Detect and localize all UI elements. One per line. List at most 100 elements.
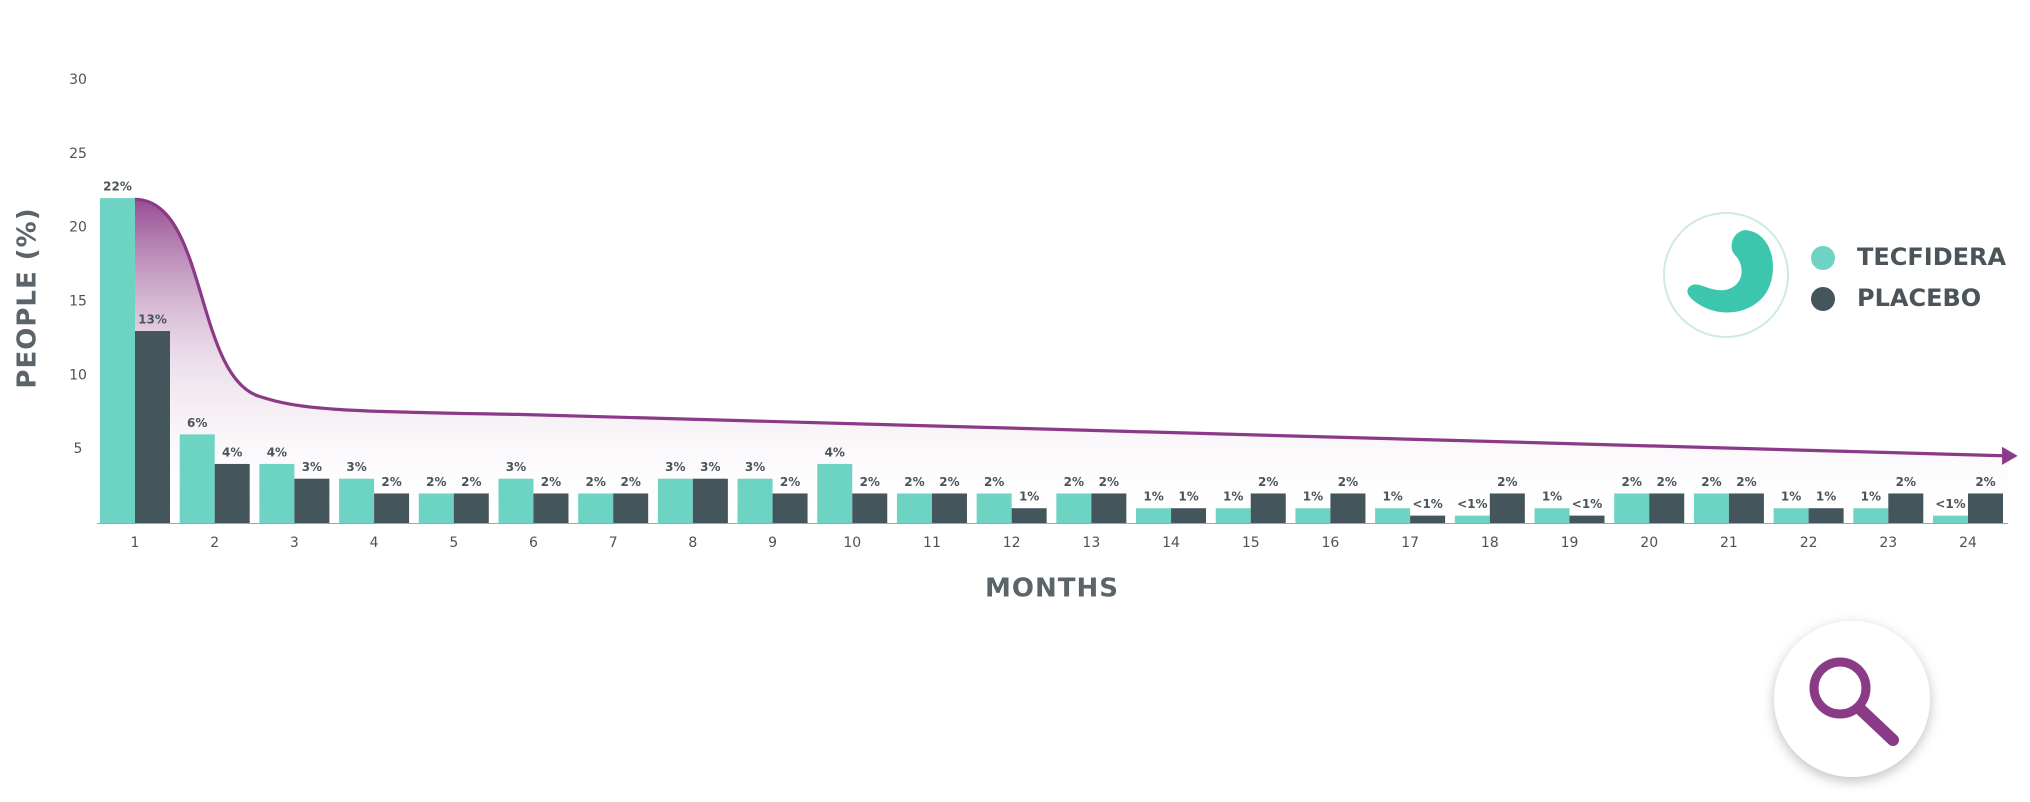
bar [259,463,295,523]
bar [1410,515,1446,523]
bar [294,478,330,523]
bar [1569,515,1605,523]
bar [1375,508,1411,523]
x-tick-label: 1 [131,535,140,551]
value-label: 13% [138,313,167,327]
value-label: 2% [939,475,959,489]
x-tick-label: 13 [1082,535,1100,551]
bar [1728,493,1764,523]
x-tick-label: 11 [923,535,941,551]
bar [772,493,808,523]
value-label: 2% [585,475,605,489]
bar [578,493,614,523]
value-label: 1% [1223,490,1243,504]
bar [1295,508,1331,523]
value-label: 2% [860,475,880,489]
bar [1454,515,1490,523]
value-label: 2% [426,475,446,489]
bar [1136,508,1172,523]
bar [100,198,135,523]
value-label: 3% [302,460,322,474]
bar [533,493,569,523]
bar [1808,508,1844,523]
value-label: 2% [1099,475,1119,489]
x-tick-label: 12 [1003,535,1021,551]
value-label: 1% [1542,490,1562,504]
x-tick-label: 3 [290,535,299,551]
bar [1968,493,2003,523]
bar [1489,493,1525,523]
value-label: <1% [1935,497,1965,511]
value-label: 2% [1701,475,1721,489]
value-label: 2% [1896,475,1916,489]
value-label: 2% [381,475,401,489]
value-label: <1% [1412,497,1442,511]
x-tick-label: 18 [1481,535,1499,551]
bar [1933,515,1968,523]
x-tick-label: 19 [1561,535,1579,551]
x-tick-label: 14 [1162,535,1180,551]
bar [135,331,170,523]
x-axis-title: MONTHS [985,574,1119,604]
bar [498,478,534,523]
x-tick-label: 7 [609,535,618,551]
legend: TECFIDERA PLACEBO [1811,243,2007,312]
legend-label: PLACEBO [1857,284,1981,312]
y-tick-label: 25 [69,146,87,162]
value-label: 3% [745,460,765,474]
bar [1330,493,1366,523]
value-label: 2% [461,475,481,489]
x-tick-label: 22 [1800,535,1818,551]
value-label: 2% [620,475,640,489]
y-tick-label: 15 [69,294,87,310]
y-tick-label: 10 [69,367,87,383]
bar [1853,508,1889,523]
x-tick-label: 2 [210,535,219,551]
x-tick-label: 23 [1879,535,1897,551]
bar [418,493,454,523]
value-label: 2% [780,475,800,489]
x-tick-label: 6 [529,535,538,551]
bar [214,463,250,523]
value-label: 1% [1178,490,1198,504]
value-label: 2% [541,475,561,489]
value-label: 2% [1497,475,1517,489]
value-label: 1% [1816,490,1836,504]
value-label: 2% [904,475,924,489]
value-label: 4% [222,445,242,459]
value-label: 2% [1064,475,1084,489]
x-tick-label: 9 [768,535,777,551]
bar [339,478,375,523]
bar [1250,493,1286,523]
bar [1011,508,1047,523]
bar [453,493,489,523]
bar [613,493,649,523]
bar [692,478,728,523]
value-label: 2% [1736,475,1756,489]
bar [657,478,693,523]
zoom-button[interactable] [1774,621,1930,777]
value-label: 1% [1781,490,1801,504]
x-tick-label: 24 [1959,535,1977,551]
trend-decoration [134,197,2018,524]
bar [896,493,932,523]
bar [374,493,410,523]
legend-label: TECFIDERA [1857,243,2007,271]
bar [1773,508,1809,523]
y-tick-label: 30 [69,72,87,88]
value-label: <1% [1457,497,1487,511]
value-label: 2% [1338,475,1358,489]
legend-swatch [1811,287,1835,311]
value-label: 6% [187,416,207,430]
value-label: 3% [346,460,366,474]
value-label: 4% [825,445,845,459]
legend-swatch [1811,246,1835,270]
value-label: 1% [1019,490,1039,504]
bar [817,463,853,523]
bar [1693,493,1729,523]
y-tick-label: 5 [74,441,83,457]
bar [1171,508,1207,523]
bar [1215,508,1251,523]
